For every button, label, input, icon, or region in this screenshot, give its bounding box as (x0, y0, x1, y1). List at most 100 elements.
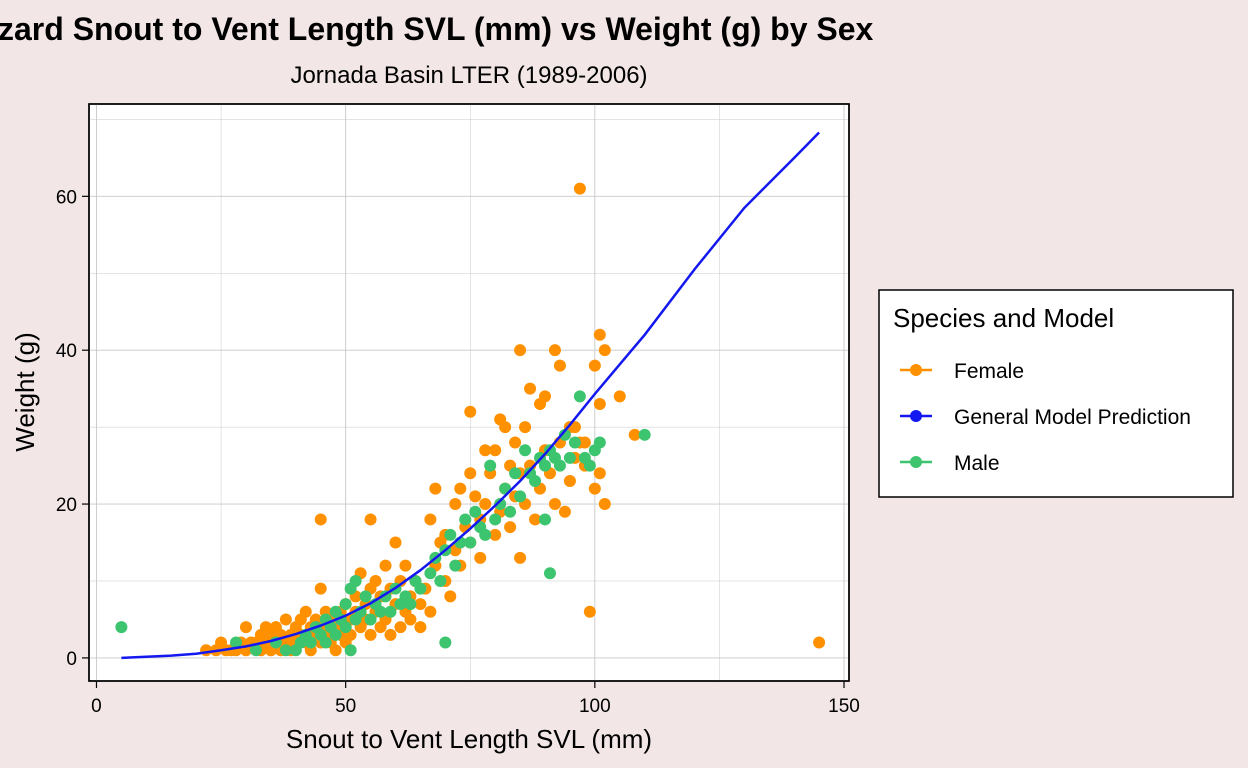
male-point (424, 567, 437, 580)
male-point (573, 390, 586, 403)
male-point (519, 444, 532, 457)
male-point (444, 528, 457, 541)
male-point (319, 636, 332, 649)
male-point (509, 467, 522, 480)
x-tick-label: 150 (828, 696, 860, 717)
female-point (479, 444, 492, 457)
x-tick-label: 100 (579, 696, 611, 717)
female-point (384, 628, 397, 641)
legend-label: General Model Prediction (954, 406, 1191, 429)
male-point (115, 621, 128, 634)
x-axis-title: Snout to Vent Length SVL (mm) (286, 724, 652, 754)
male-point (414, 582, 427, 595)
male-point (583, 459, 596, 472)
male-point (479, 528, 492, 541)
female-point (369, 574, 382, 587)
female-point (558, 505, 571, 518)
female-point (364, 513, 377, 526)
female-point (598, 498, 611, 511)
male-point (349, 574, 362, 587)
female-point (539, 390, 551, 403)
male-point (464, 536, 477, 549)
female-point (573, 182, 586, 195)
female-point (469, 490, 482, 503)
male-point (339, 621, 352, 634)
female-point (444, 590, 457, 603)
male-point (489, 513, 502, 526)
legend-key-marker (910, 410, 922, 422)
legend-label: Female (954, 360, 1024, 383)
female-point (593, 328, 606, 341)
female-point (399, 559, 412, 572)
male-point (344, 644, 357, 657)
male-point (459, 513, 472, 526)
female-point (389, 536, 402, 549)
female-point (424, 513, 437, 526)
female-point (588, 482, 601, 495)
male-point (304, 636, 317, 649)
chart-subtitle: Jornada Basin LTER (1989-2006) (290, 62, 647, 89)
female-point (519, 421, 532, 434)
x-axis-ticks: 0 50 100 150 (91, 681, 860, 717)
female-point (489, 444, 502, 457)
female-point (514, 551, 527, 564)
male-point (563, 451, 576, 464)
male-point (279, 644, 292, 657)
male-point (364, 613, 377, 626)
female-point (464, 467, 477, 480)
male-point (249, 644, 262, 657)
x-tick-label: 0 (91, 696, 102, 717)
male-point (434, 574, 447, 587)
y-tick-label: 20 (56, 495, 77, 516)
female-point (414, 598, 427, 611)
legend-key-marker (910, 456, 922, 468)
x-tick-label: 50 (335, 696, 356, 717)
y-tick-label: 40 (56, 341, 77, 362)
female-point (813, 636, 826, 649)
female-point (598, 344, 611, 357)
male-point (359, 590, 372, 603)
plot-border (88, 103, 850, 682)
female-point (394, 621, 407, 634)
male-point (543, 567, 556, 580)
legend-label: Male (954, 452, 1000, 475)
model-prediction-line (121, 131, 820, 660)
male-point (329, 628, 342, 641)
male-point (514, 490, 527, 503)
female-point (464, 405, 477, 418)
female-point (593, 467, 606, 480)
male-point (504, 505, 517, 518)
y-axis-ticks: 0 20 40 60 (56, 187, 89, 670)
female-point (454, 482, 467, 495)
female-point (239, 621, 252, 634)
male-point (449, 559, 462, 572)
female-point (474, 551, 487, 564)
male-point (558, 428, 571, 441)
legend-box (878, 289, 1234, 498)
female-point (499, 421, 512, 434)
legend-title: Species and Model (893, 303, 1114, 333)
model-line (121, 131, 820, 660)
legend: Species and Model Female General Model Pr… (878, 289, 1234, 498)
male-point (539, 459, 551, 472)
female-point (314, 582, 327, 595)
female-point (628, 428, 641, 441)
male-point (469, 505, 482, 518)
female-point (449, 498, 462, 511)
female-point (489, 528, 502, 541)
female-point (404, 613, 417, 626)
female-point (429, 482, 442, 495)
male-point (529, 474, 542, 487)
male-points (115, 390, 651, 657)
female-point (593, 398, 606, 411)
female-point (414, 621, 427, 634)
male-point (339, 598, 352, 611)
female-point (529, 513, 542, 526)
female-point (514, 344, 527, 357)
y-axis-title: Weight (g) (10, 332, 40, 451)
male-point (593, 436, 606, 449)
female-point (314, 513, 327, 526)
female-point (613, 390, 626, 403)
